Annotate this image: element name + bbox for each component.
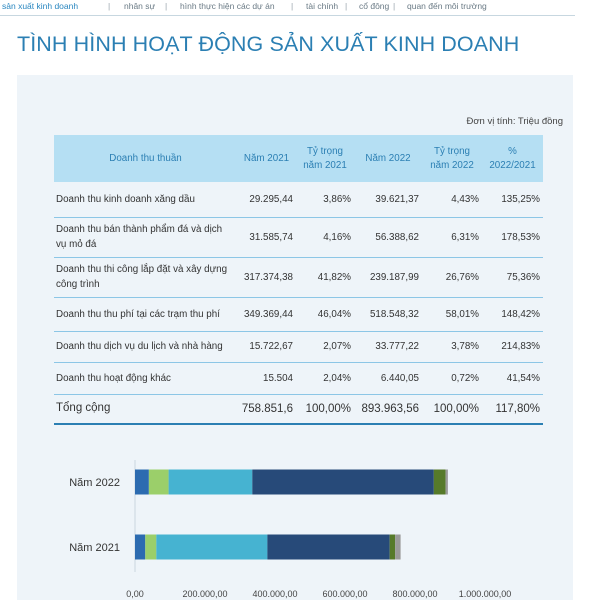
column-header-share-2021: Tỷ trọng năm 2021 [296, 135, 354, 182]
table-row: Doanh thu kinh doanh xăng dầu 29.295,44 … [54, 182, 543, 218]
nav-separator: | [345, 1, 348, 11]
chart-bar-segment [445, 469, 448, 495]
chart-bar-segment [433, 469, 446, 495]
table-row: Doanh thu hoạt động khác 15.504 2,04% 6.… [54, 362, 543, 395]
table-row: Doanh thu thu phí tại các trạm thu phí 3… [54, 297, 543, 332]
total-value: 100,00% [296, 394, 354, 425]
cell-value: 2,07% [296, 331, 354, 363]
cell-value: 15.504 [237, 362, 296, 395]
table-header-row: Doanh thu thuần Năm 2021 Tỷ trọng năm 20… [54, 135, 543, 182]
cell-value: 239.187,99 [354, 257, 422, 298]
cell-value: 31.585,74 [237, 217, 296, 258]
cell-value: 3,78% [422, 331, 482, 363]
cell-value: 6.440,05 [354, 362, 422, 395]
chart-x-tick-label: 0,00 [126, 589, 144, 599]
chart-bar-segment [145, 534, 157, 560]
cell-value: 58,01% [422, 297, 482, 332]
row-label: Doanh thu dịch vụ du lịch và nhà hàng [54, 331, 237, 363]
chart-bar-segment [389, 534, 396, 560]
cell-value: 26,76% [422, 257, 482, 298]
cell-value: 29.295,44 [237, 182, 296, 218]
nav-link-finance[interactable]: tài chính [306, 1, 339, 11]
cell-value: 135,25% [482, 182, 543, 218]
page-title: TÌNH HÌNH HOẠT ĐỘNG SẢN XUẤT KINH DOANH [17, 32, 520, 56]
revenue-table: Doanh thu thuần Năm 2021 Tỷ trọng năm 20… [54, 135, 543, 425]
chart-x-tick-label: 600.000,00 [322, 589, 367, 599]
cell-value: 15.722,67 [237, 331, 296, 363]
chart-bar-segment [168, 469, 253, 495]
chart-bar-segment [135, 469, 149, 495]
table-row: Doanh thu bán thành phẩm đá và dịch vụ m… [54, 217, 543, 258]
cell-value: 0,72% [422, 362, 482, 395]
cell-value: 349.369,44 [237, 297, 296, 332]
table-row: Doanh thu dịch vụ du lịch và nhà hàng 15… [54, 331, 543, 363]
table-row: Doanh thu thi công lắp đặt và xây dựng c… [54, 257, 543, 298]
row-label: Doanh thu bán thành phẩm đá và dịch vụ m… [54, 217, 237, 258]
chart-x-tick-label: 1.000.000,00 [459, 589, 512, 599]
cell-value: 33.777,22 [354, 331, 422, 363]
nav-link-production[interactable]: sản xuất kinh doanh [2, 1, 79, 11]
cell-value: 41,82% [296, 257, 354, 298]
total-value: 117,80% [482, 394, 543, 425]
top-navigation: sản xuất kinh doanh | nhân sự | hình thự… [0, 0, 600, 16]
total-value: 893.963,56 [354, 394, 422, 425]
cell-value: 3,86% [296, 182, 354, 218]
chart-category-label: Năm 2022 [69, 477, 120, 489]
cell-value: 6,31% [422, 217, 482, 258]
cell-value: 56.388,62 [354, 217, 422, 258]
total-label: Tổng cộng [54, 394, 237, 425]
chart-bar-segment [148, 469, 169, 495]
total-value: 758.851,6 [237, 394, 296, 425]
nav-link-shareholders[interactable]: cổ đông [359, 1, 390, 11]
row-label: Doanh thu hoạt động khác [54, 362, 237, 395]
column-header-year-2021: Năm 2021 [237, 135, 296, 182]
cell-value: 518.548,32 [354, 297, 422, 332]
cell-value: 317.374,38 [237, 257, 296, 298]
row-label: Doanh thu kinh doanh xăng dầu [54, 182, 237, 218]
unit-label: Đơn vị tính: Triệu đồng [466, 116, 563, 127]
revenue-stacked-bar-chart: Năm 2022 Năm 2021 0,00 200.000,00 400.000,00… [69, 460, 512, 599]
table-total-row: Tổng cộng 758.851,6 100,00% 893.963,56 1… [54, 394, 543, 425]
chart-bar-segment [135, 534, 146, 560]
column-header-share-2022: Tỷ trọng năm 2022 [422, 135, 482, 182]
nav-link-personnel[interactable]: nhân sự [124, 1, 156, 11]
chart-x-tick-label: 200.000,00 [182, 589, 227, 599]
chart-bar-segment [395, 534, 401, 560]
row-label: Doanh thu thi công lắp đặt và xây dựng c… [54, 257, 237, 298]
cell-value: 4,43% [422, 182, 482, 218]
cell-value: 178,53% [482, 217, 543, 258]
cell-value: 39.621,37 [354, 182, 422, 218]
cell-value: 46,04% [296, 297, 354, 332]
nav-separator: | [393, 1, 396, 11]
nav-link-projects[interactable]: hình thực hiện các dự án [180, 1, 275, 11]
cell-value: 41,54% [482, 362, 543, 395]
nav-link-environment[interactable]: quan đến môi trường [407, 1, 487, 11]
chart-category-label: Năm 2021 [69, 542, 120, 554]
cell-value: 2,04% [296, 362, 354, 395]
chart-bar-segment [252, 469, 434, 495]
column-header-revenue: Doanh thu thuần [54, 135, 237, 182]
column-header-year-2022: Năm 2022 [354, 135, 422, 182]
row-label: Doanh thu thu phí tại các trạm thu phí [54, 297, 237, 332]
nav-separator: | [165, 1, 168, 11]
cell-value: 75,36% [482, 257, 543, 298]
nav-divider [0, 15, 575, 16]
chart-x-tick-label: 400.000,00 [252, 589, 297, 599]
cell-value: 214,83% [482, 331, 543, 363]
cell-value: 4,16% [296, 217, 354, 258]
chart-bar-segment [156, 534, 268, 560]
chart-x-tick-label: 800.000,00 [392, 589, 437, 599]
total-value: 100,00% [422, 394, 482, 425]
column-header-change-percent: % 2022/2021 [482, 135, 543, 182]
nav-separator: | [108, 1, 111, 11]
nav-separator: | [291, 1, 294, 11]
cell-value: 148,42% [482, 297, 543, 332]
chart-bar-segment [267, 534, 390, 560]
